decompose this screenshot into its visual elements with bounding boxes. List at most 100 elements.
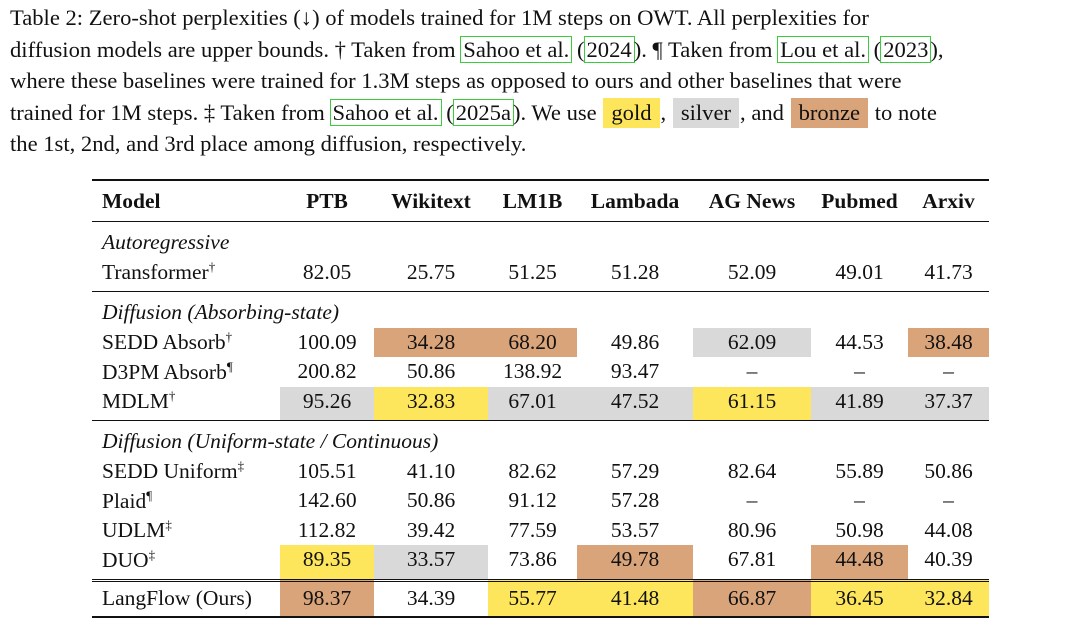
perplexity-cell: 41.73 (924, 259, 973, 284)
citation-link[interactable]: Sahoo et al. (329, 98, 442, 126)
perplexity-cell: 50.98 (835, 517, 884, 542)
model-name: D3PM Absorb¶ (102, 358, 233, 384)
perplexity-cell: 82.62 (508, 458, 557, 483)
table-row: UDLM‡ 112.82 39.42 77.59 53.57 80.96 50.98 44.0… (92, 516, 989, 546)
perplexity-cell: 73.86 (508, 547, 557, 572)
column-header: AG News (693, 179, 811, 222)
perplexity-cell: 38.48 (908, 327, 989, 357)
group-header-row: Diffusion (Uniform-state / Continuous) (92, 420, 989, 457)
column-header: Wikitext (374, 179, 488, 222)
perplexity-cell: 41.10 (406, 458, 456, 483)
perplexity-cell: – (746, 488, 758, 513)
perplexity-cell: 98.37 (280, 578, 374, 618)
perplexity-cell: 80.96 (727, 517, 777, 542)
perplexity-cell: 57.29 (610, 458, 660, 483)
table-row: SEDD Uniform‡ 105.51 41.10 82.62 57.29 82.64 5… (92, 457, 989, 487)
perplexity-cell: 93.47 (610, 359, 660, 384)
table-row: Plaid¶ 142.60 50.86 91.12 57.28 – – – (92, 486, 989, 516)
perplexity-cell: 55.77 (488, 578, 577, 618)
table-row: LangFlow (Ours) 98.37 34.39 55.77 41.48 66.87… (92, 578, 989, 618)
perplexity-cell: 82.64 (727, 458, 777, 483)
column-header: Lambada (577, 179, 693, 222)
gold-swatch: gold (603, 97, 660, 128)
perplexity-cell: 34.28 (374, 327, 488, 357)
perplexity-cell: 33.57 (374, 545, 488, 580)
perplexity-cell: 41.48 (577, 578, 693, 618)
group-title: Diffusion (Uniform-state / Continuous) (92, 420, 989, 457)
perplexity-cell: 112.82 (297, 517, 357, 542)
citation-year-link[interactable]: 2023 (880, 35, 932, 63)
perplexity-cell: 51.25 (508, 259, 557, 284)
perplexity-cell: 91.12 (508, 488, 557, 513)
model-name: SEDD Absorb† (102, 329, 233, 355)
citation-link[interactable]: Sahoo et al. (460, 35, 573, 63)
perplexity-cell: 50.86 (406, 488, 456, 513)
perplexity-cell: 44.48 (811, 545, 908, 580)
perplexity-cell: 61.15 (693, 386, 811, 421)
table-header-row: Model PTB Wikitext LM1B Lambada AG News Pubmed… (92, 179, 989, 222)
perplexity-cell: 62.09 (693, 327, 811, 357)
footnote-mark: † (168, 388, 176, 404)
citation-year-link[interactable]: 2025a (452, 98, 514, 126)
perplexity-cell: 32.83 (374, 386, 488, 421)
caption-line-1: Table 2: Zero-shot perplexities (↓) of m… (10, 5, 869, 30)
column-header: Pubmed (811, 179, 908, 222)
model-name: Plaid¶ (102, 487, 153, 513)
footnote-mark: ‡ (237, 458, 245, 474)
citation-year-link[interactable]: 2024 (583, 35, 635, 63)
perplexity-cell: 44.08 (924, 517, 973, 542)
bronze-swatch: bronze (790, 97, 869, 128)
caption-line-5: the 1st, 2nd, and 3rd place among diffus… (10, 131, 527, 156)
perplexity-cell: – (746, 359, 758, 384)
column-header: Arxiv (908, 179, 989, 222)
perplexity-cell: 49.01 (835, 259, 884, 284)
perplexity-cell: 100.09 (297, 329, 357, 354)
column-header: PTB (280, 179, 374, 222)
perplexity-cell: 55.89 (835, 458, 884, 483)
perplexity-cell: 25.75 (406, 259, 456, 284)
perplexity-cell: 53.57 (610, 517, 660, 542)
perplexity-cell: – (854, 359, 865, 384)
group-title: Diffusion (Absorbing-state) (92, 291, 989, 328)
footnote-mark: † (225, 329, 233, 345)
perplexity-cell: 200.82 (297, 359, 357, 384)
perplexity-cell: 41.89 (811, 386, 908, 421)
perplexity-cell: 32.84 (908, 578, 989, 618)
results-table: Model PTB Wikitext LM1B Lambada AG News Pubmed… (92, 179, 989, 618)
perplexity-cell: 66.87 (693, 578, 811, 618)
perplexity-cell: 67.81 (727, 547, 777, 572)
table-row: DUO‡ 89.35 33.57 73.86 49.78 67.81 44.48 40.39 (92, 545, 989, 580)
model-name: LangFlow (Ours) (92, 578, 280, 618)
perplexity-cell: 105.51 (297, 458, 357, 483)
perplexity-cell: 49.78 (577, 545, 693, 580)
model-name: MDLM† (102, 388, 176, 414)
perplexity-cell: 49.86 (610, 329, 660, 354)
perplexity-cell: 34.39 (374, 578, 488, 618)
footnote-mark: † (208, 259, 216, 275)
model-name: DUO‡ (102, 546, 156, 572)
caption-line-3: where these baselines were trained for 1… (10, 68, 902, 93)
table-body: Autoregressive Transformer† 82.05 25.75 51.2… (92, 222, 989, 618)
perplexity-cell: 44.53 (835, 329, 884, 354)
group-title: Autoregressive (102, 230, 230, 255)
perplexity-cell: 77.59 (508, 517, 557, 542)
caption-line-4: trained for 1M steps. ‡ Taken from Sahoo… (10, 97, 1076, 129)
footnote-mark: ¶ (226, 358, 233, 374)
footnote-mark: ‡ (165, 517, 172, 533)
model-name: UDLM‡ (102, 517, 172, 543)
group-header-row: Diffusion (Absorbing-state) (92, 291, 989, 328)
table-row: MDLM† 95.26 32.83 67.01 47.52 61.15 41.89 37.37 (92, 386, 989, 421)
perplexity-cell: 52.09 (727, 259, 777, 284)
table-row: D3PM Absorb¶ 200.82 50.86 138.92 93.47 – – – (92, 357, 989, 387)
perplexity-cell: – (854, 488, 865, 513)
perplexity-cell: 39.42 (406, 517, 456, 542)
table-row: Transformer† 82.05 25.75 51.25 51.28 52.09 49.… (92, 258, 989, 292)
footnote-mark: ¶ (146, 487, 153, 503)
perplexity-cell: 40.39 (924, 547, 973, 572)
group-header-row: Autoregressive (92, 222, 989, 258)
perplexity-cell: 47.52 (577, 386, 693, 421)
caption-line-2: diffusion models are upper bounds. † Tak… (10, 35, 944, 63)
perplexity-cell: 95.26 (280, 386, 374, 421)
perplexity-cell: 67.01 (488, 386, 577, 421)
citation-link[interactable]: Lou et al. (777, 35, 870, 63)
